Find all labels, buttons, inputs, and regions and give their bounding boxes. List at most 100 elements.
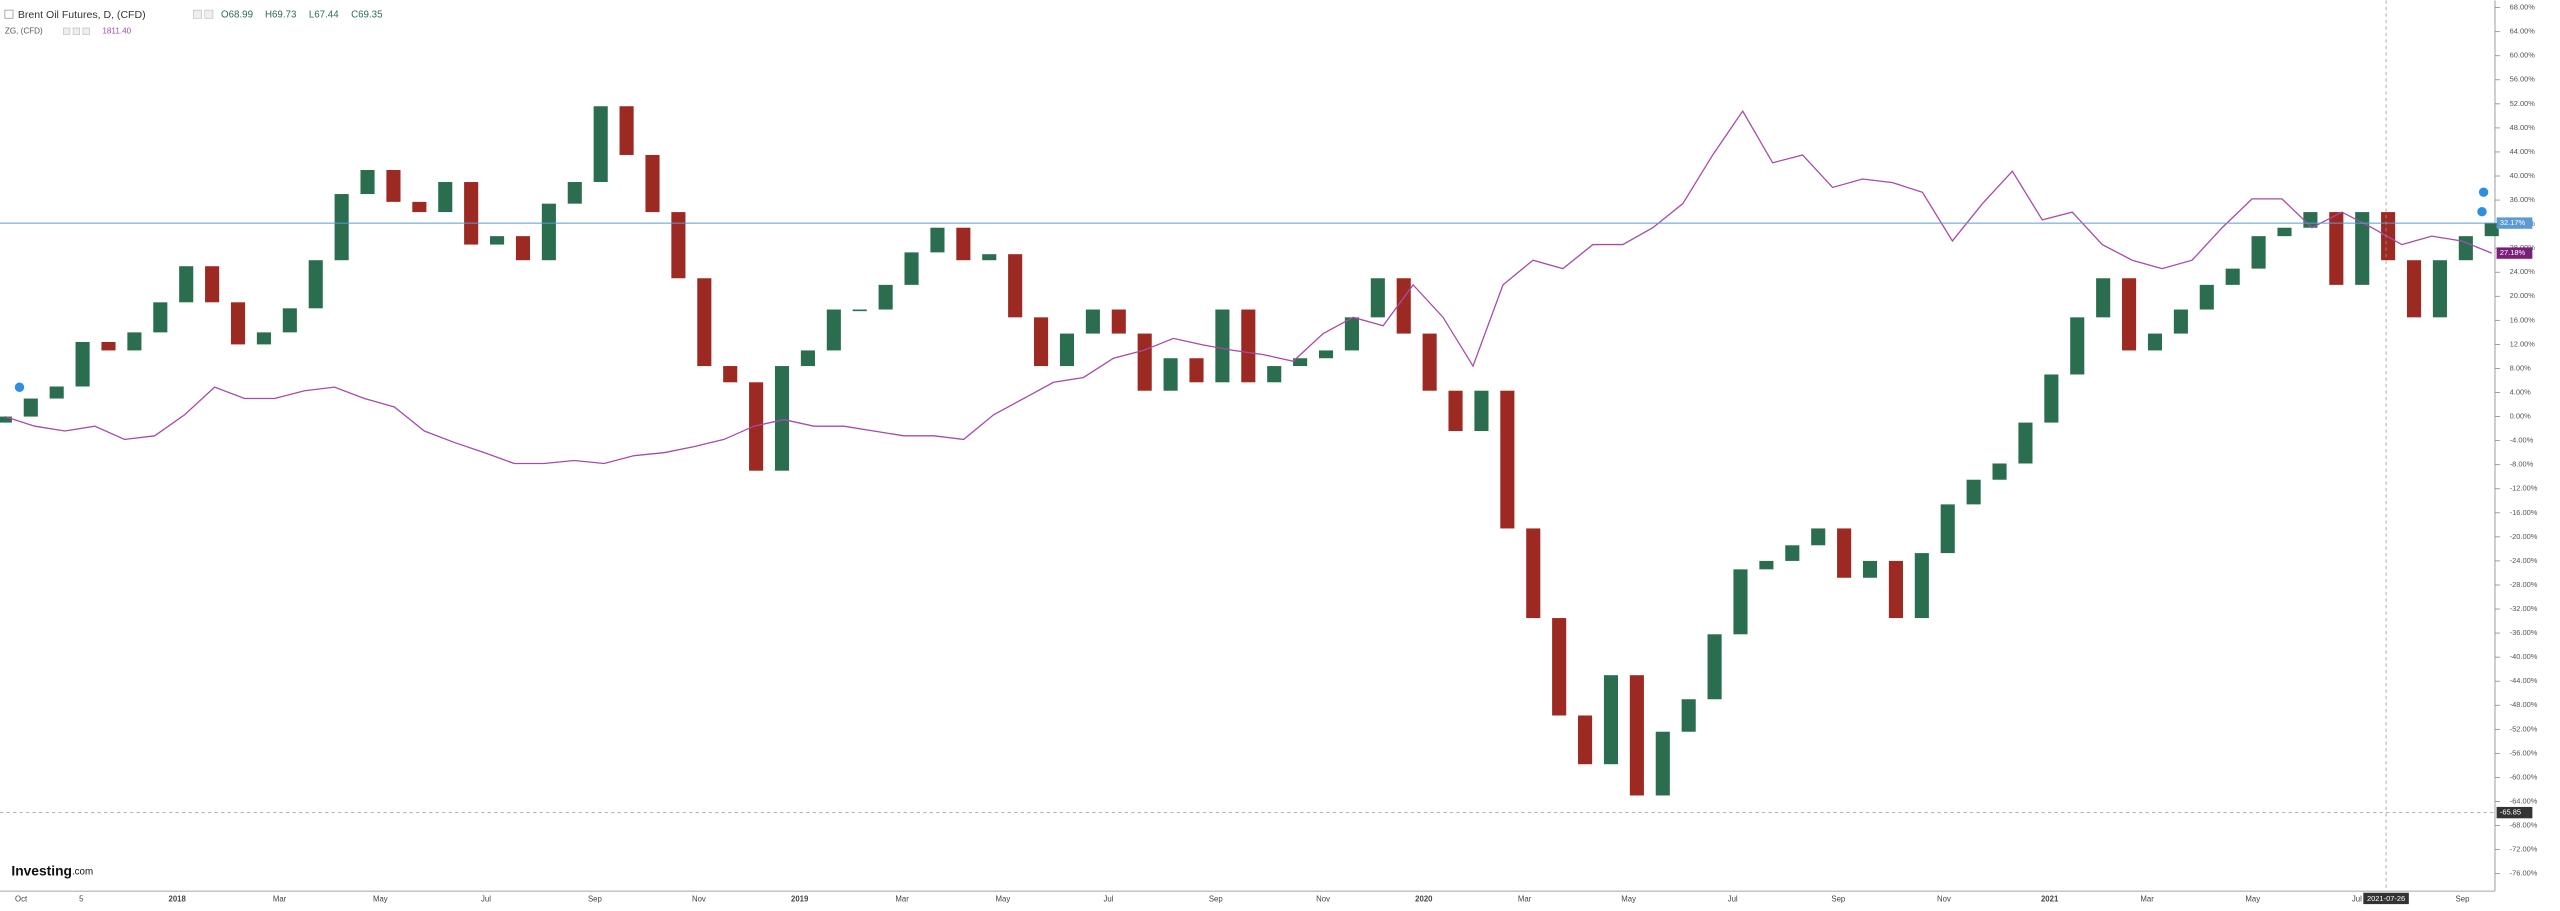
candle-body: [127, 332, 142, 351]
y-tick-label: -28.00%: [2510, 580, 2538, 589]
y-tick-label: 8.00%: [2510, 363, 2532, 372]
y-tick-label: -36.00%: [2510, 628, 2538, 637]
candle-body: [153, 302, 168, 333]
x-tick-label: 5: [79, 894, 84, 903]
candle-body: [1811, 528, 1826, 546]
x-tick-label: Jul: [1104, 894, 1114, 903]
candle-body: [749, 382, 764, 471]
candle-body: [1759, 560, 1774, 570]
candle-body: [515, 236, 531, 261]
x-tick-label: Oct: [15, 894, 28, 903]
logo: Investing.com: [11, 862, 93, 878]
y-tick-label: -56.00%: [2510, 748, 2538, 757]
high-value: H69.73: [265, 10, 296, 21]
candle-body: [2303, 212, 2318, 228]
candle-body: [2018, 422, 2033, 464]
candle-body: [1318, 350, 1334, 359]
y-tick-label: -52.00%: [2510, 724, 2538, 733]
candle-body: [360, 169, 375, 195]
candle-body: [1500, 390, 1515, 529]
candle-body: [1966, 479, 1981, 505]
candle-body: [179, 266, 194, 303]
settings-button[interactable]: [193, 9, 202, 19]
candle-body: [2096, 278, 2111, 318]
y-tick-label: 16.00%: [2510, 315, 2536, 324]
x-tick-label: Mar: [1518, 894, 1532, 903]
last-price-label: 32.17%: [2500, 218, 2526, 227]
candle-body: [2458, 236, 2473, 261]
y-tick-label: 12.00%: [2510, 339, 2536, 348]
y-tick-label: -48.00%: [2510, 700, 2538, 709]
candle-body: [1655, 731, 1670, 796]
candle-body: [205, 266, 220, 303]
candle-body: [2329, 212, 2344, 285]
candle-body: [567, 182, 582, 204]
x-tick-label: Mar: [273, 894, 287, 903]
logo-main: Investing: [11, 862, 72, 878]
candle-body: [2251, 236, 2266, 269]
candle-body: [2225, 268, 2240, 285]
candle-body: [75, 342, 90, 387]
candle-body: [1888, 560, 1903, 619]
logo-suffix: .com: [72, 866, 93, 877]
candle-body: [878, 284, 893, 310]
candle-body: [619, 106, 634, 155]
candle-body: [1059, 333, 1075, 367]
candle-body: [256, 332, 271, 345]
candle-body: [1189, 358, 1204, 383]
candle-body: [1085, 309, 1100, 334]
candle-body: [2122, 278, 2137, 351]
candle-body: [1914, 553, 1929, 619]
candle-body: [334, 194, 349, 261]
x-tick-label: Jul: [1728, 894, 1738, 903]
candle-body: [1111, 309, 1126, 334]
candle-body: [386, 169, 401, 202]
candle-body: [2355, 212, 2370, 285]
candle-body: [645, 154, 660, 213]
candle-body: [230, 302, 246, 345]
candle-body: [2432, 260, 2447, 318]
compare-hide[interactable]: [72, 27, 80, 35]
candle-body: [1448, 390, 1463, 432]
compare-settings[interactable]: [63, 27, 71, 35]
candle-body: [2277, 227, 2292, 237]
x-tick-label: May: [1621, 894, 1636, 903]
x-tick-label: Sep: [1209, 894, 1224, 903]
candle-body: [982, 254, 997, 261]
y-tick-label: -8.00%: [2510, 460, 2534, 469]
event-marker: [2476, 206, 2488, 218]
compare-line: [4, 109, 2492, 465]
candle-body: [1241, 309, 1256, 383]
candle-body: [2199, 284, 2214, 310]
y-tick-label: -20.00%: [2510, 532, 2538, 541]
candle-body: [1215, 309, 1230, 383]
candle-body: [2070, 317, 2085, 375]
x-tick-label: May: [996, 894, 1011, 903]
x-tick-label: Sep: [1831, 894, 1846, 903]
collapse-button[interactable]: [4, 9, 14, 19]
x-tick-label: Mar: [895, 894, 909, 903]
x-tick-label: May: [373, 894, 388, 903]
compare-title: ZG, (CFD): [5, 26, 43, 35]
x-tick-label: 2021: [2041, 894, 2059, 903]
event-marker: [2477, 186, 2490, 198]
hide-button[interactable]: [204, 9, 214, 19]
x-tick-label: May: [2245, 894, 2260, 903]
y-tick-label: -12.00%: [2510, 484, 2538, 493]
y-tick-label: 64.00%: [2510, 27, 2536, 36]
candle-body: [1733, 569, 1748, 635]
crosshair-date-tag: [2363, 892, 2409, 905]
candle-body: [2406, 260, 2422, 318]
candle-body: [697, 278, 712, 367]
candle-body: [774, 366, 790, 471]
candle-body: [800, 350, 815, 367]
y-tick-label: 56.00%: [2510, 75, 2536, 84]
candle-body: [1137, 333, 1152, 391]
x-tick-label: 2020: [1415, 894, 1433, 903]
x-tick-label: Sep: [588, 894, 603, 903]
y-tick-label: 24.00%: [2510, 267, 2536, 276]
candle-body: [101, 342, 116, 351]
compare-remove[interactable]: [82, 27, 90, 35]
candle-body: [852, 309, 867, 312]
